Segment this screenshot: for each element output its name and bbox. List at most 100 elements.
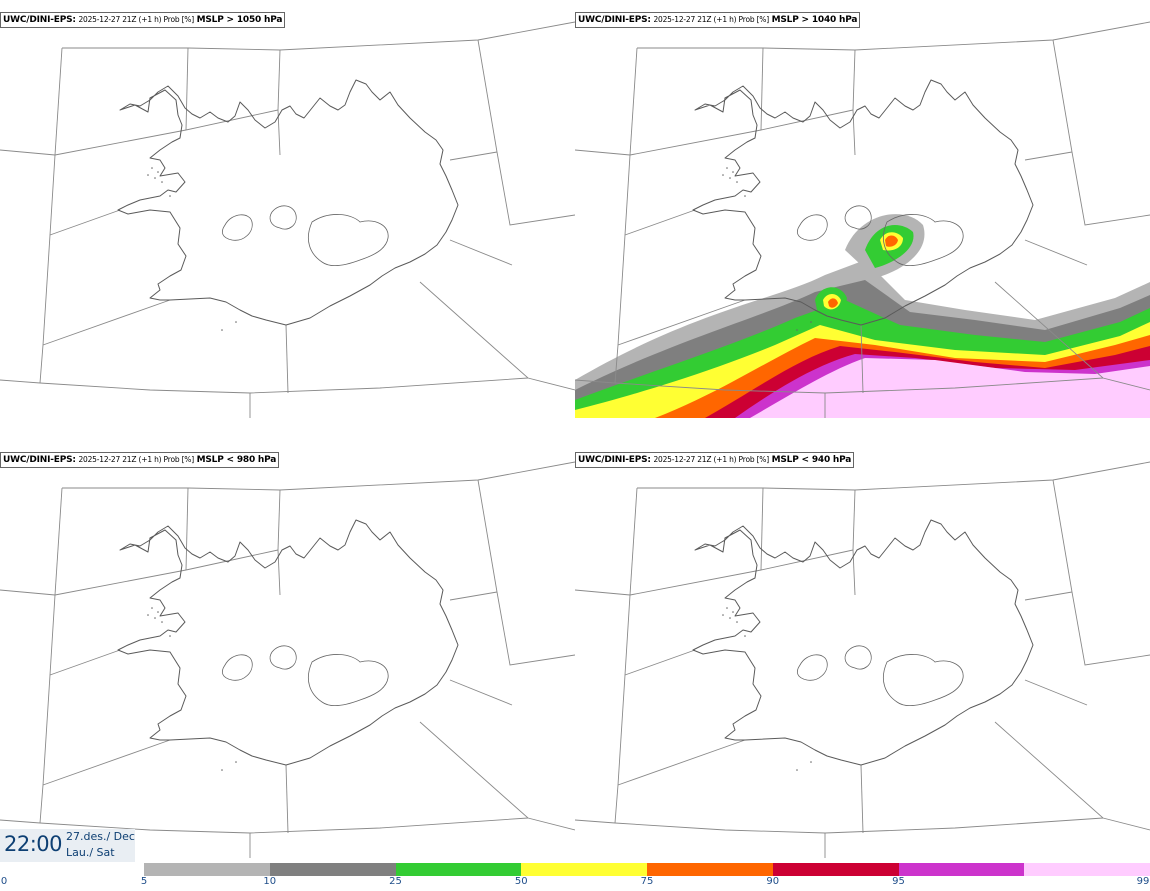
graticule-line bbox=[760, 47, 764, 131]
graticule-line bbox=[629, 129, 762, 156]
island-dot bbox=[169, 195, 171, 197]
valid-date: 27.des./ Dec bbox=[66, 830, 135, 843]
graticule-line bbox=[0, 149, 56, 156]
legend-color-swatch bbox=[898, 863, 1025, 876]
map-panel-mslp-gt-1040: UWC/DINI-EPS: 2025-12-27 21Z (+1 h) Prob… bbox=[575, 0, 1150, 418]
legend-color-swatch bbox=[521, 863, 647, 876]
legend-color-swatch bbox=[647, 863, 773, 876]
island-dot bbox=[732, 171, 734, 173]
island-dot bbox=[732, 611, 734, 613]
glacier-outline bbox=[796, 214, 828, 241]
glacier-outline bbox=[221, 654, 253, 681]
graticule-line bbox=[614, 154, 631, 384]
map-panel-mslp-lt-980: UWC/DINI-EPS: 2025-12-27 21Z (+1 h) Prob… bbox=[0, 440, 575, 858]
island-dot bbox=[221, 769, 223, 771]
map-panel-mslp-lt-940: UWC/DINI-EPS: 2025-12-27 21Z (+1 h) Prob… bbox=[575, 440, 1150, 858]
probability-patch bbox=[828, 298, 838, 308]
graticule-line bbox=[496, 591, 575, 666]
graticule-line bbox=[1052, 39, 1073, 153]
legend-tick-label: 50 bbox=[514, 876, 528, 887]
panel-title: UWC/DINI-EPS: 2025-12-27 21Z (+1 h) Prob… bbox=[575, 452, 855, 468]
graticule-line bbox=[575, 149, 631, 156]
graticule-line bbox=[852, 109, 856, 156]
graticule-line bbox=[54, 569, 187, 596]
graticule-line bbox=[477, 39, 498, 153]
graticule-line bbox=[477, 479, 498, 593]
glacier-outline bbox=[308, 214, 389, 266]
graticule-line bbox=[1052, 479, 1073, 593]
map-lines bbox=[575, 21, 1150, 418]
glacier-outline bbox=[883, 654, 964, 706]
legend-tick-label: 0 bbox=[0, 876, 8, 887]
graticule-line bbox=[629, 569, 762, 596]
legend-tick-label: 99 bbox=[1136, 876, 1150, 887]
graticule-line bbox=[277, 109, 281, 156]
island-dot bbox=[726, 167, 728, 169]
graticule-line bbox=[185, 47, 189, 131]
island-dot bbox=[154, 617, 156, 619]
map-panel-mslp-gt-1050: UWC/DINI-EPS: 2025-12-27 21Z (+1 h) Prob… bbox=[0, 0, 575, 418]
island-dot bbox=[147, 614, 149, 616]
legend-tick-label: 10 bbox=[263, 876, 277, 887]
graticule-line bbox=[624, 209, 696, 236]
graticule-line bbox=[42, 299, 171, 346]
graticule-line bbox=[39, 377, 529, 394]
island-dot bbox=[157, 171, 159, 173]
graticule-line bbox=[629, 487, 638, 596]
coastline bbox=[117, 79, 459, 326]
graticule-line bbox=[617, 299, 746, 346]
panel-title: UWC/DINI-EPS: 2025-12-27 21Z (+1 h) Prob… bbox=[0, 452, 280, 468]
coastline bbox=[692, 79, 1034, 326]
graticule-line bbox=[1024, 151, 1073, 161]
legend-color-swatch bbox=[395, 863, 522, 876]
graticule-line bbox=[1071, 151, 1150, 226]
panel-title: UWC/DINI-EPS: 2025-12-27 21Z (+1 h) Prob… bbox=[575, 12, 861, 28]
glacier-outline bbox=[269, 205, 297, 230]
legend-color-swatch bbox=[772, 863, 899, 876]
island-dot bbox=[796, 769, 798, 771]
island-dot bbox=[722, 174, 724, 176]
graticule-line bbox=[54, 487, 63, 596]
map-svg bbox=[575, 461, 1150, 858]
graticule-line bbox=[852, 549, 856, 596]
island-dot bbox=[744, 635, 746, 637]
graticule-line bbox=[1071, 591, 1150, 666]
island-dot bbox=[726, 607, 728, 609]
graticule-line bbox=[39, 154, 56, 384]
glacier-outline bbox=[269, 645, 297, 670]
legend-color-swatch bbox=[144, 863, 270, 876]
legend-tick-label: 90 bbox=[766, 876, 780, 887]
glacier-outline bbox=[844, 205, 872, 230]
graticule-line bbox=[1024, 239, 1088, 266]
graticule-line bbox=[624, 649, 696, 676]
island-dot bbox=[161, 181, 163, 183]
coastline bbox=[117, 519, 459, 766]
graticule-line bbox=[449, 239, 513, 266]
graticule-line bbox=[0, 379, 41, 384]
graticule-line bbox=[575, 819, 616, 824]
island-dot bbox=[151, 607, 153, 609]
panel-title: UWC/DINI-EPS: 2025-12-27 21Z (+1 h) Prob… bbox=[0, 12, 286, 28]
graticule-line bbox=[185, 487, 189, 571]
island-dot bbox=[235, 761, 237, 763]
graticule-line bbox=[277, 489, 281, 551]
island-dot bbox=[161, 621, 163, 623]
map-lines bbox=[575, 461, 1150, 858]
map-svg bbox=[0, 461, 575, 858]
graticule-line bbox=[39, 594, 56, 824]
graticule-line bbox=[575, 379, 616, 384]
glacier-outline bbox=[844, 645, 872, 670]
valid-time: 22:00 bbox=[4, 832, 63, 856]
graticule-line bbox=[852, 49, 856, 111]
graticule-line bbox=[852, 489, 856, 551]
graticule-line bbox=[185, 109, 279, 131]
graticule-line bbox=[49, 209, 121, 236]
graticule-line bbox=[185, 549, 279, 571]
graticule-line bbox=[617, 739, 746, 786]
graticule-line bbox=[42, 739, 171, 786]
graticule-line bbox=[285, 324, 289, 394]
graticule-line bbox=[285, 764, 289, 834]
graticule-line bbox=[419, 281, 575, 391]
graticule-line bbox=[575, 589, 631, 596]
island-dot bbox=[744, 195, 746, 197]
